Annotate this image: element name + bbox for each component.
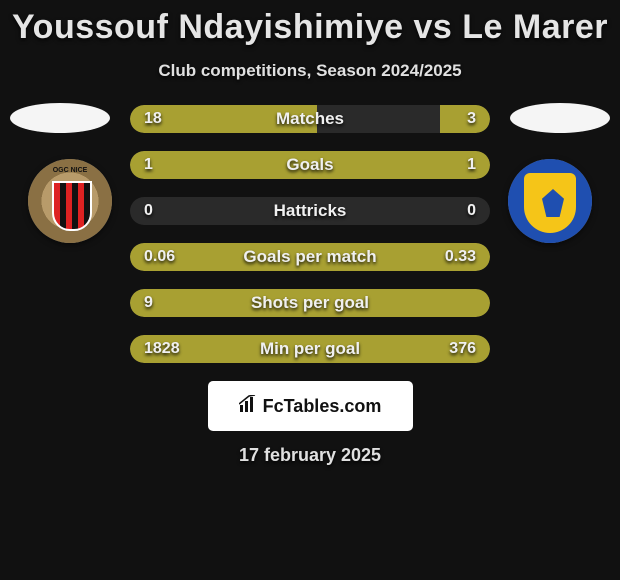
ogc-nice-icon bbox=[28, 159, 112, 243]
stat-row: 183Matches bbox=[130, 105, 490, 133]
right-player-silhouette bbox=[510, 103, 610, 133]
stat-row: 0.060.33Goals per match bbox=[130, 243, 490, 271]
stat-label: Goals per match bbox=[130, 243, 490, 271]
stat-label: Hattricks bbox=[130, 197, 490, 225]
stat-row: 00Hattricks bbox=[130, 197, 490, 225]
left-player-silhouette bbox=[10, 103, 110, 133]
stats-bars: 183Matches 11Goals 00Hattricks 0.060.33Goal… bbox=[130, 103, 490, 363]
stade-briochin-icon bbox=[508, 159, 592, 243]
stat-row: 9Shots per goal bbox=[130, 289, 490, 317]
brand-box: FcTables.com bbox=[208, 381, 413, 431]
comparison-panel: 183Matches 11Goals 00Hattricks 0.060.33Goal… bbox=[0, 103, 620, 363]
date-text: 17 february 2025 bbox=[0, 445, 620, 466]
page-title: Youssouf Ndayishimiye vs Le Marer bbox=[0, 0, 620, 47]
chart-icon bbox=[239, 395, 259, 418]
stat-label: Goals bbox=[130, 151, 490, 179]
left-club-crest bbox=[28, 159, 112, 243]
stat-label: Matches bbox=[130, 105, 490, 133]
brand-text: FcTables.com bbox=[263, 396, 382, 417]
stat-label: Shots per goal bbox=[130, 289, 490, 317]
stat-row: 11Goals bbox=[130, 151, 490, 179]
right-club-crest bbox=[508, 159, 592, 243]
subtitle: Club competitions, Season 2024/2025 bbox=[0, 61, 620, 81]
stat-label: Min per goal bbox=[130, 335, 490, 363]
stat-row: 1828376Min per goal bbox=[130, 335, 490, 363]
